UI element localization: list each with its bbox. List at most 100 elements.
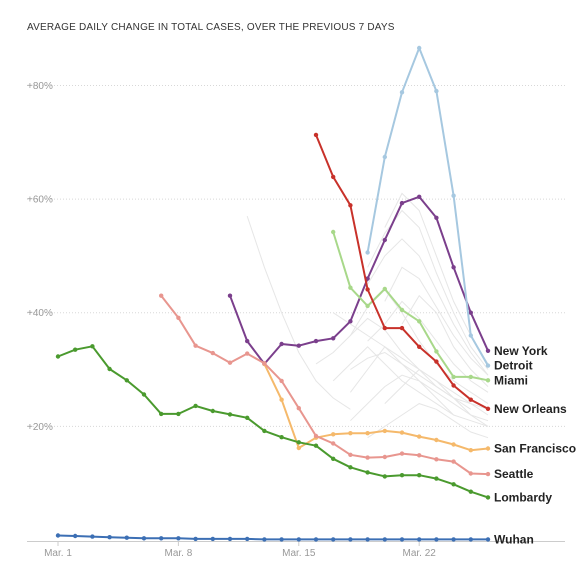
data-point-wuhan — [227, 536, 233, 542]
data-point-new-york — [331, 336, 336, 341]
highlighted-series — [55, 45, 491, 542]
data-point-seattle — [434, 457, 439, 462]
gridlines: +20% +40% +60% +80% Mar. 1 Mar. 8 Mar. 15 Mar. … — [27, 81, 565, 559]
series-label-seattle: Seattle — [494, 467, 534, 481]
data-point-detroit — [382, 154, 387, 160]
data-point-wuhan — [382, 537, 387, 542]
data-point-detroit — [485, 363, 491, 368]
data-point-lombardy — [210, 408, 215, 414]
data-point-lombardy — [485, 495, 491, 500]
x-tick-label: Mar. 22 — [403, 548, 437, 559]
data-point-miami — [348, 285, 353, 290]
data-point-seattle — [399, 451, 405, 456]
data-point-new-orleans — [451, 383, 456, 388]
data-point-seattle — [485, 471, 491, 477]
data-point-detroit — [399, 90, 405, 95]
data-point-new-york — [485, 348, 491, 353]
y-tick-label: +40% — [27, 308, 53, 319]
data-point-lombardy — [90, 344, 95, 349]
background-series-line-2 — [332, 312, 454, 416]
data-point-lombardy — [227, 412, 233, 417]
data-point-new-york — [279, 341, 284, 347]
data-point-wuhan — [90, 534, 95, 539]
data-point-lombardy — [124, 378, 129, 383]
background-series-line-16 — [315, 317, 489, 416]
series-lombardy — [55, 344, 491, 500]
data-point-lombardy — [245, 415, 250, 420]
data-point-seattle — [227, 360, 233, 365]
series-line-seattle — [160, 295, 489, 476]
data-point-new-york — [227, 293, 233, 298]
series-line-miami — [332, 231, 489, 382]
data-point-lombardy — [176, 411, 181, 417]
background-series-line-12 — [350, 374, 489, 422]
series-label-new-york: New York — [494, 344, 548, 358]
series-detroit — [365, 45, 491, 368]
series-line-wuhan — [57, 534, 488, 541]
data-point-miami — [485, 378, 491, 383]
data-point-wuhan — [107, 535, 112, 540]
data-point-seattle — [245, 351, 250, 356]
data-point-seattle — [193, 343, 198, 348]
data-point-new-orleans — [399, 325, 405, 331]
background-series-line-10 — [384, 266, 489, 376]
data-point-new-york — [399, 200, 405, 206]
data-point-san-francisco — [279, 397, 284, 402]
data-point-new-york — [296, 343, 301, 348]
series-label-wuhan: Wuhan — [494, 532, 534, 546]
data-point-lombardy — [313, 443, 319, 448]
chart-title: AVERAGE DAILY CHANGE IN TOTAL CASES, OVE… — [27, 22, 395, 33]
data-point-san-francisco — [365, 431, 370, 436]
background-series-line-14 — [367, 403, 489, 439]
data-point-san-francisco — [331, 432, 336, 437]
data-point-seattle — [262, 361, 267, 366]
data-point-detroit — [417, 45, 422, 51]
data-point-wuhan — [313, 537, 319, 542]
series-wuhan — [55, 533, 491, 542]
data-point-lombardy — [399, 473, 405, 478]
x-tick-label: Mar. 15 — [282, 548, 316, 559]
data-point-seattle — [365, 455, 370, 460]
data-point-lombardy — [55, 354, 61, 359]
data-point-wuhan — [296, 537, 301, 542]
series-label-lombardy: Lombardy — [494, 490, 552, 504]
data-point-lombardy — [348, 465, 353, 470]
data-point-san-francisco — [451, 442, 456, 447]
data-point-wuhan — [73, 533, 78, 539]
data-point-seattle — [296, 406, 301, 411]
y-tick-label: +60% — [27, 195, 53, 206]
data-point-san-francisco — [434, 437, 439, 443]
data-point-wuhan — [245, 536, 250, 542]
background-series-line-13 — [384, 368, 489, 427]
data-point-lombardy — [193, 403, 198, 409]
series-seattle — [159, 293, 491, 477]
data-point-wuhan — [141, 536, 147, 541]
data-point-lombardy — [468, 489, 473, 494]
background-series-line-1 — [246, 215, 351, 410]
data-point-new-york — [434, 215, 439, 220]
data-point-lombardy — [365, 470, 370, 475]
data-point-wuhan — [55, 533, 61, 538]
data-point-san-francisco — [485, 446, 491, 451]
data-point-seattle — [451, 459, 456, 464]
data-point-new-orleans — [331, 174, 336, 180]
data-point-san-francisco — [348, 431, 353, 436]
data-point-new-orleans — [417, 344, 422, 349]
data-point-new-orleans — [382, 325, 387, 331]
data-point-miami — [468, 374, 473, 380]
background-series-line-5 — [367, 209, 489, 370]
data-point-lombardy — [141, 392, 147, 397]
data-point-new-york — [348, 319, 353, 324]
data-point-miami — [365, 303, 370, 309]
data-point-wuhan — [159, 536, 164, 541]
background-series — [246, 192, 489, 439]
data-point-seattle — [331, 441, 336, 446]
data-point-wuhan — [417, 537, 422, 542]
data-point-miami — [451, 374, 456, 380]
series-miami — [331, 229, 491, 383]
data-point-new-orleans — [434, 359, 439, 364]
x-tick-label: Mar. 1 — [44, 548, 72, 559]
data-point-miami — [331, 229, 336, 235]
series-label-new-orleans: New Orleans — [494, 402, 567, 416]
